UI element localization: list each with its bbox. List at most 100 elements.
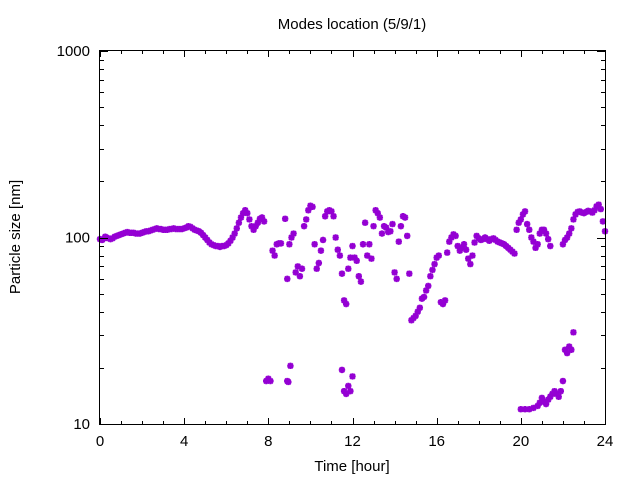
data-point [547,242,554,250]
data-point [553,390,560,398]
data-point [237,214,245,221]
x-tick-label: 8 [264,433,272,450]
data-point [231,230,238,237]
data-point [462,246,470,253]
data-point [332,234,339,241]
data-point [422,287,430,294]
data-point [328,208,335,215]
data-point [378,230,386,237]
data-point [387,228,394,235]
data-point [406,270,413,277]
data-point [530,404,537,412]
data-point [429,266,436,274]
data-point [425,282,432,290]
data-point [382,224,390,231]
data-point [364,252,371,259]
data-point [435,252,442,259]
data-point [315,259,323,267]
data-point [439,300,447,308]
data-point [285,378,292,386]
x-tick-label: 4 [180,433,188,450]
data-point [241,207,249,214]
data-point [298,265,306,272]
data-point [544,396,552,403]
data-point [511,250,518,257]
data-point [359,241,367,248]
data-point [281,215,289,222]
data-point [559,377,567,385]
data-point [338,270,346,277]
data-point [458,244,466,252]
data-point [443,249,451,256]
data-point [542,230,550,237]
data-point [296,273,304,280]
data-point [526,406,533,413]
data-point [309,203,316,211]
data-point [456,247,464,254]
data-point [345,265,352,272]
data-point [393,275,400,283]
data-point [361,219,369,226]
data-point [319,236,327,244]
data-point [395,238,402,245]
data-point [597,205,604,213]
data-point [471,239,478,246]
data-point [416,304,424,311]
data-point [561,346,569,353]
data-point [254,219,262,226]
data-point [538,394,546,402]
data-point [292,269,299,276]
data-point [303,216,310,223]
data-point [563,349,571,357]
data-point [469,252,476,259]
data-point [250,226,257,233]
data-point [305,207,312,214]
data-point [389,220,396,228]
y-tick-label: 100 [65,230,90,247]
data-point [345,382,352,390]
y-tick-label: 1000 [57,43,90,60]
data-point [246,216,253,223]
data-point [248,222,255,230]
data-point [467,260,474,268]
data-point [397,222,405,230]
data-point [321,213,329,220]
data-point [286,241,293,248]
data-point [317,247,325,254]
data-point [420,293,428,301]
data-point [290,230,297,237]
data-point [227,237,234,245]
data-point [547,393,554,400]
data-point [566,343,573,350]
data-point [523,220,531,228]
data-point [536,399,543,406]
data-point [551,387,558,395]
x-tick-label: 20 [512,433,529,450]
data-point [452,232,459,240]
axis-ticks: 0 4 8 12 16 20 24 10 100 1000 [57,43,614,450]
data-point [513,226,520,233]
data-point [294,263,301,270]
plot-frame [99,50,606,425]
data-point [353,257,360,265]
data-point [229,234,236,241]
data-point [355,273,363,280]
data-point [336,252,344,259]
data-point [351,254,358,261]
data-point [267,377,274,385]
data-point [269,247,276,254]
y-axis-title: Particle size [nm] [7,180,24,294]
data-point [566,230,573,237]
data-point [530,238,537,245]
data-point [338,366,346,374]
data-point [401,214,409,221]
data-point [376,214,384,221]
data-point [515,219,522,226]
data-point [557,387,565,395]
data-point [370,222,377,230]
data-point [427,273,434,280]
data-point [570,216,577,223]
data-point [334,246,341,253]
data-point [540,226,548,233]
